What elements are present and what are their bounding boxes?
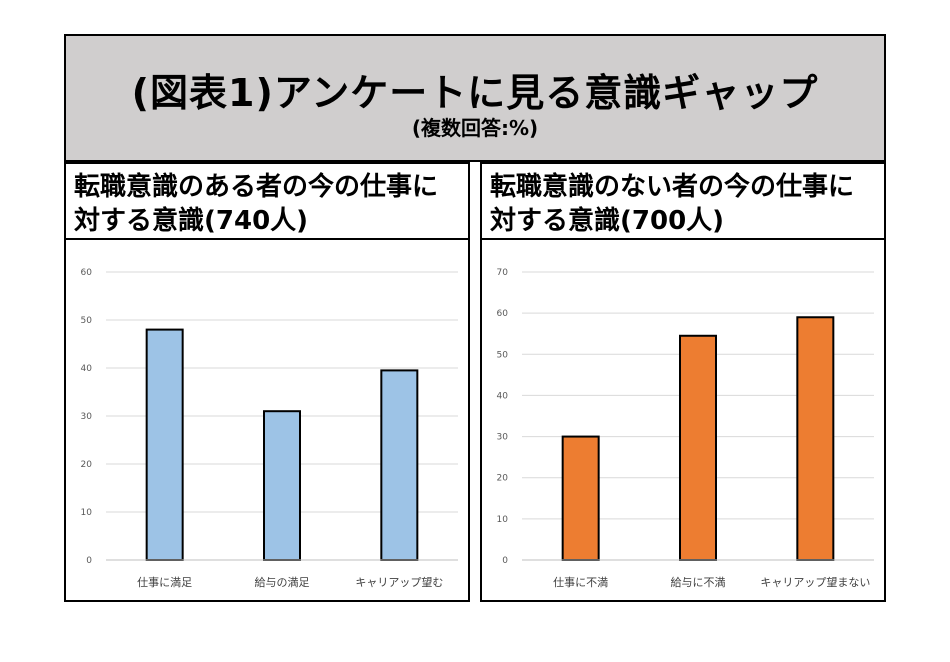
- y-tick-label: 20: [497, 474, 509, 484]
- x-category-label: 仕事に不満: [553, 576, 608, 589]
- y-tick-label: 70: [497, 268, 509, 278]
- y-tick-label: 40: [497, 391, 509, 401]
- right-chart-title: 転職意識のない者の今の仕事に対する意識(700人): [482, 164, 884, 240]
- left-bar-chart: 0 10 20 30 40 50 60 仕事に満足 給与の満足 キャリアップ望む: [81, 268, 458, 589]
- bar-2: [263, 410, 301, 561]
- x-category-label: 給与に不満: [671, 575, 726, 589]
- bar-3: [380, 369, 419, 561]
- page-subtitle: (複数回答:%): [411, 116, 539, 140]
- x-category-label: 仕事に満足: [137, 576, 192, 589]
- y-tick-label: 30: [497, 433, 509, 443]
- y-tick-label: 60: [497, 309, 509, 319]
- bar-1: [561, 435, 600, 561]
- y-tick-label: 0: [86, 556, 92, 566]
- bar-1: [145, 328, 184, 561]
- infographic-frame: (図表1)アンケートに見る意識ギャップ (複数回答:%) 転職意識のある者の今の…: [64, 34, 886, 602]
- bar-3: [796, 316, 835, 561]
- y-tick-label: 10: [81, 508, 93, 518]
- right-chart-panel: 転職意識のない者の今の仕事に対する意識(700人) 0 10 20 30 40 50 60 7…: [480, 162, 886, 602]
- y-tick-label: 50: [497, 350, 509, 360]
- page-title: (図表1)アンケートに見る意識ギャップ: [131, 71, 819, 115]
- bar-2: [679, 334, 717, 562]
- left-chart-panel: 転職意識のある者の今の仕事に対する意識(740人) 0 10 20 30 40 50 60 仕…: [64, 162, 470, 602]
- y-tick-label: 0: [502, 556, 508, 566]
- y-tick-label: 60: [81, 268, 93, 278]
- y-tick-label: 30: [81, 412, 93, 422]
- y-tick-label: 10: [497, 515, 509, 525]
- left-chart-title: 転職意識のある者の今の仕事に対する意識(740人): [66, 164, 468, 240]
- header-box: (図表1)アンケートに見る意識ギャップ (複数回答:%): [64, 34, 886, 162]
- x-category-label: 給与の満足: [255, 575, 310, 589]
- y-tick-label: 50: [81, 316, 93, 326]
- y-tick-label: 20: [81, 460, 93, 470]
- x-category-label: キャリアップ望まない: [760, 576, 870, 589]
- right-bar-chart: 0 10 20 30 40 50 60 70 仕事に不満 給与に不満 キャリアップ望まない: [497, 268, 874, 589]
- y-tick-label: 40: [81, 364, 93, 374]
- x-category-label: キャリアップ望む: [355, 576, 443, 589]
